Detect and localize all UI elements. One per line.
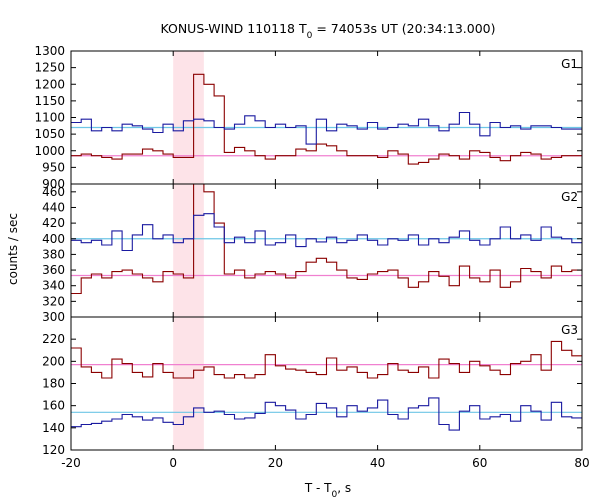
plot-area: 9009501000105011001150120012501300G13003… [34,44,589,470]
panel-frame [70,50,583,185]
panel-frame [70,316,583,451]
y-tick-label: 160 [42,399,65,413]
y-tick-label: 140 [42,421,65,435]
y-tick-label: 1200 [34,77,65,91]
y-tick-label: 120 [42,443,65,457]
x-tick-label: -20 [61,456,81,470]
panel-label: G3 [561,323,578,337]
y-tick-label: 300 [42,310,65,324]
y-tick-label: 950 [42,160,65,174]
histogram-counts [71,111,582,145]
y-tick-label: 340 [42,279,65,293]
x-axis-label: T - T0, s [304,481,351,500]
y-tick-label: 1100 [34,111,65,125]
panel-label: G1 [561,57,578,71]
y-tick-label: 1050 [34,127,65,141]
y-tick-label: 1250 [34,61,65,75]
y-tick-label: 220 [42,332,65,346]
panel-g3: 120 140 160 180 200 220 G3 [42,316,583,457]
histogram-counts [71,213,582,252]
x-tick-label: 20 [268,456,283,470]
y-tick-label: 900 [42,177,65,191]
histogram-counts [71,397,582,431]
y-tick-label: 380 [42,247,65,261]
panel-label: G2 [561,190,578,204]
y-tick-label: 1300 [34,44,65,58]
y-tick-label: 440 [42,200,65,214]
y-axis-label: counts / sec [6,213,20,285]
highlight-interval [173,51,204,450]
y-tick-label: 1150 [34,94,65,108]
x-tick-label: 80 [574,456,589,470]
y-tick-label: 200 [42,354,65,368]
panel-frame [70,183,583,318]
x-tick-label: 0 [169,456,177,470]
y-tick-label: 1000 [34,144,65,158]
y-tick-label: 360 [42,263,65,277]
histogram-secondary [71,73,582,165]
y-tick-label: 460 [42,185,65,199]
histogram-secondary [71,183,582,295]
histogram-secondary [71,340,582,379]
x-tick-label: 60 [472,456,487,470]
panel-g1: 900 950 1000 1050 1100 1150 1200 1250 1300 G1 [34,44,583,191]
chart-title: KONUS-WIND 110118 T0 = 74053s UT (20:34:… [160,21,495,41]
x-tick-label: 40 [370,456,385,470]
y-tick-label: 320 [42,294,65,308]
y-tick-label: 400 [42,232,65,246]
y-tick-label: 180 [42,377,65,391]
y-tick-label: 420 [42,216,65,230]
